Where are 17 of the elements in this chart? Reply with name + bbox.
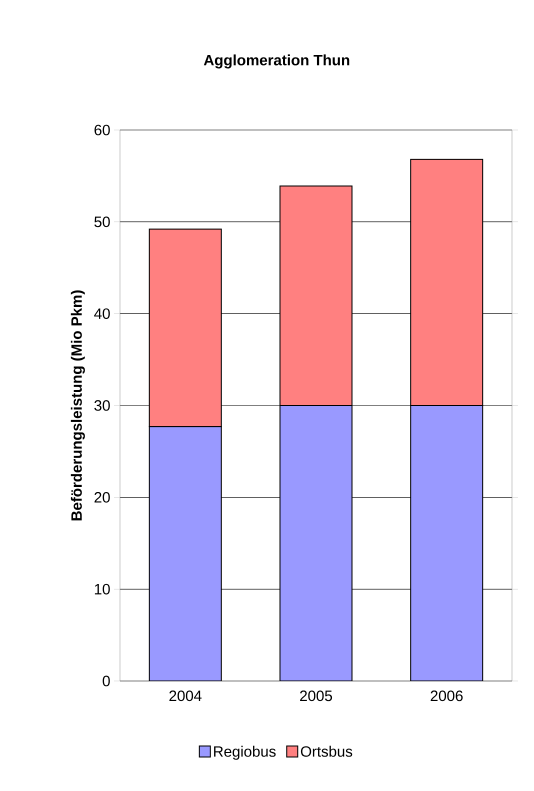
y-tick-label: 60 (94, 124, 110, 136)
y-tick-label: 50 (94, 216, 110, 228)
y-tick-label: 30 (94, 400, 110, 411)
y-tick-label: 10 (94, 584, 110, 594)
chart-title: Agglomeration Thun (204, 54, 350, 68)
y-axis-title: Beförderungsleistung (Mio Pkm) (70, 290, 85, 520)
y-tick-label: 0 (102, 676, 110, 686)
bar (279, 405, 352, 681)
legend-label: Ortsbus (300, 746, 352, 757)
bar (410, 405, 484, 681)
x-tick-label: 2004 (169, 690, 202, 702)
y-tick-label: 40 (94, 308, 110, 319)
bar (148, 426, 222, 681)
y-tick-label: 20 (94, 492, 110, 503)
x-tick-label: 2005 (300, 690, 332, 702)
legend-label: Regiobus (214, 746, 276, 760)
x-tick-label: 2006 (430, 690, 463, 702)
